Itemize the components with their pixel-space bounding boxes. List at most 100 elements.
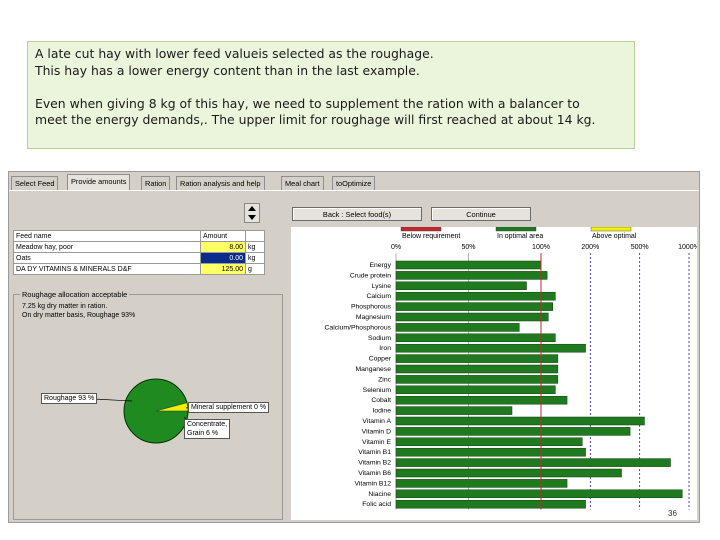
nutrient-bar: [395, 291, 556, 301]
amount-spinner[interactable]: [244, 203, 260, 223]
ration-app-window: Select Feed Provide amounts Ration Ratio…: [8, 171, 700, 523]
scale-tick-label: 500%: [631, 244, 649, 251]
unit: kg: [245, 252, 265, 264]
category-label: Vitamin D: [362, 428, 391, 435]
amount-input[interactable]: 0.00: [200, 252, 246, 264]
unit: g: [245, 263, 265, 275]
feed-name: DA DY VITAMINS & MINERALS D&F: [13, 263, 201, 275]
tab-ration[interactable]: Ration: [141, 176, 171, 190]
category-label: Copper: [369, 356, 392, 363]
col-unit: [245, 230, 265, 242]
tab-provide-amounts[interactable]: Provide amounts: [67, 174, 131, 190]
category-label: Niacine: [368, 491, 391, 498]
nutrient-bar: [395, 312, 549, 322]
pie-leader-roughage: [93, 398, 133, 402]
tab-select-feed[interactable]: Select Feed: [11, 176, 59, 190]
continue-button[interactable]: Continue: [431, 207, 531, 221]
legend-label: In optimal area: [497, 233, 543, 240]
pie-label-mineral: Mineral supplement 0 %: [188, 402, 270, 413]
roughage-pie-chart: [93, 378, 193, 444]
category-label: Vitamin A: [362, 418, 391, 425]
roughage-title: Roughage allocation acceptable: [20, 290, 130, 299]
legend-label: Above optimal: [592, 233, 637, 240]
pie-slice-concentrate: [155, 402, 189, 412]
nutrient-bar: [395, 447, 586, 457]
pie-label-concentrate: Concentrate, Grain 6 %: [184, 419, 231, 439]
category-label: Energy: [369, 262, 391, 269]
table-row[interactable]: Oats 0.00 kg: [13, 252, 265, 264]
nutrient-bar: [395, 427, 631, 436]
scale-tick-label: 0%: [391, 244, 401, 251]
category-label: Folic acid: [362, 501, 391, 508]
amount-input[interactable]: 8.00: [200, 241, 246, 253]
table-row[interactable]: DA DY VITAMINS & MINERALS D&F 125.00 g: [13, 263, 265, 275]
category-label: Sodium: [368, 335, 391, 342]
category-label: Calcium/Phosphorous: [325, 324, 392, 331]
nutrient-bar: [395, 468, 622, 478]
tab-optimize[interactable]: toOptimize: [332, 176, 376, 190]
category-label: Selenium: [363, 387, 392, 394]
category-label: Vitamin B6: [358, 470, 391, 477]
nutrient-chart-panel: Below requirement In optimal area Above op…: [291, 226, 700, 520]
scale-tick-label: 50%: [461, 244, 475, 251]
category-label: Vitamin B12: [354, 480, 391, 487]
category-label: Phosphorous: [351, 304, 392, 311]
roughage-percent-text: On dry matter basis, Roughage 93%: [22, 312, 136, 319]
table-row[interactable]: Meadow hay, poor 8.00 kg: [13, 241, 265, 253]
nutrient-bar: [395, 479, 568, 488]
nutrient-bar: [395, 499, 586, 509]
note-line-3: Even when giving 8 kg of this hay, we ne…: [35, 95, 580, 111]
feed-table: Feed name Amount Meadow hay, poor 8.00 k…: [13, 230, 265, 275]
nutrient-bar: [395, 406, 513, 415]
nutrient-bar-chart: Below requirement In optimal area Above op…: [325, 226, 700, 510]
nutrient-bar: [395, 375, 559, 384]
spinner-arrows-icon: [248, 206, 256, 220]
legend-swatch: [495, 226, 537, 232]
nutrient-bar: [395, 323, 520, 332]
unit: kg: [245, 241, 265, 253]
col-amount: Amount: [200, 230, 246, 242]
category-label: Lysine: [372, 283, 392, 290]
slide-number: 36: [668, 509, 677, 518]
nutrient-bar: [395, 364, 559, 374]
tab-meal-chart[interactable]: Meal chart: [281, 176, 324, 190]
scale-tick-label: 100%: [532, 244, 550, 251]
note-line-1: A late cut hay with lower feed valueis s…: [35, 46, 434, 61]
back-button[interactable]: Back : Select food(s): [292, 207, 422, 221]
legend-swatch: [590, 226, 632, 232]
note-line-2: This hay has a lower energy content than…: [35, 62, 420, 78]
nutrient-bar: [395, 343, 586, 353]
pie-label-concentrate-line1: Concentrate,: [187, 421, 228, 428]
nutrient-bar: [395, 458, 671, 467]
category-label: Iron: [379, 345, 391, 352]
category-label: Vitamin B2: [358, 460, 391, 467]
nutrient-bar: [395, 333, 556, 343]
col-feed-name: Feed name: [13, 230, 201, 242]
nutrient-bar: [395, 416, 645, 426]
nutrient-bar: [395, 260, 542, 270]
nutrient-bar: [395, 385, 556, 395]
category-label: Cobalt: [371, 397, 391, 404]
category-label: Calcium: [366, 293, 391, 300]
nutrient-bar: [395, 437, 583, 447]
scale-tick-label: 200%: [581, 244, 599, 251]
legend-swatch: [400, 226, 442, 232]
amount-input[interactable]: 125.00: [200, 263, 246, 275]
tab-ration-analysis[interactable]: Ration analysis and help: [176, 176, 265, 190]
note-line-4: meet the energy demands,. The upper limi…: [35, 112, 596, 128]
pie-label-concentrate-line2: Grain 6 %: [187, 430, 219, 437]
category-label: Vitamin E: [362, 439, 391, 446]
feed-name: Meadow hay, poor: [13, 241, 201, 253]
nutrient-bar: [395, 281, 527, 291]
category-label: Magnesium: [356, 314, 391, 321]
dry-matter-text: 7.25 kg dry matter in ration.: [22, 303, 108, 310]
feed-name: Oats: [13, 252, 201, 264]
info-note: A late cut hay with lower feed valueis s…: [27, 41, 635, 149]
category-label: Iodine: [372, 408, 391, 415]
tab-divider: [9, 190, 699, 191]
category-label: Vitamin B1: [358, 449, 391, 456]
nutrient-bar: [395, 302, 553, 311]
roughage-allocation-group: Roughage allocation acceptable 7.25 kg d…: [13, 290, 283, 520]
category-label: Manganese: [355, 366, 391, 373]
nutrient-bar: [395, 395, 568, 405]
